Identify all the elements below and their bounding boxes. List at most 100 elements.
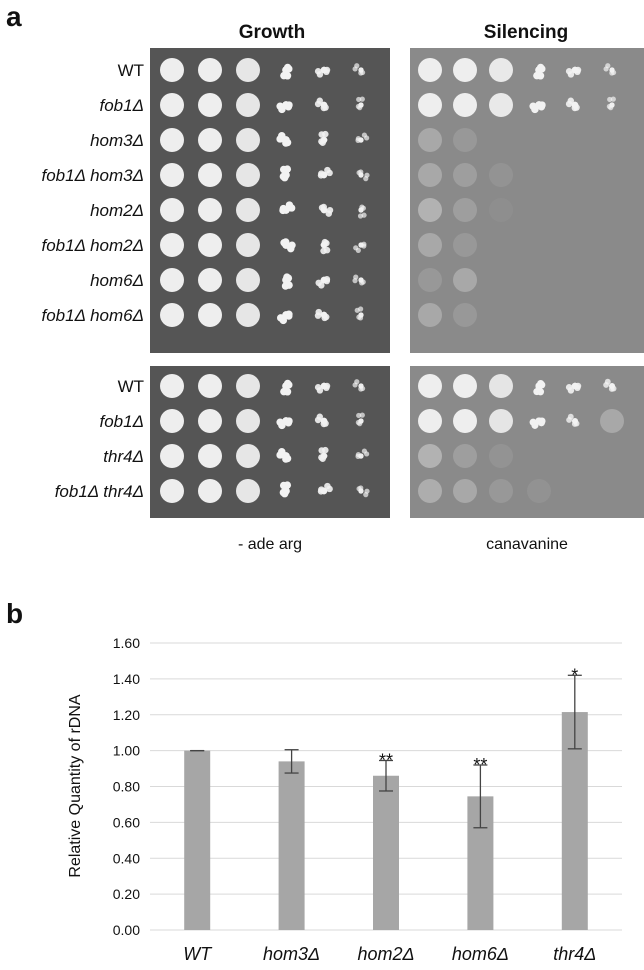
spot: [236, 93, 260, 117]
colony: [325, 210, 333, 217]
colony: [571, 382, 579, 390]
spot: [453, 93, 477, 117]
x-tick-label: thr4Δ: [553, 944, 596, 964]
y-tick-label: 0.80: [113, 779, 140, 795]
colony: [320, 247, 327, 255]
spot: [236, 233, 260, 257]
spot: [160, 58, 184, 82]
strain-label: fob1Δ: [100, 96, 145, 115]
column-header: Silencing: [484, 22, 568, 43]
colony: [358, 418, 364, 424]
x-tick-label: hom2Δ: [357, 944, 414, 964]
strain-label: WT: [118, 377, 144, 396]
colony: [358, 172, 364, 178]
colony: [320, 452, 328, 460]
colony: [358, 312, 364, 318]
significance: **: [379, 750, 393, 770]
colony: [609, 67, 615, 73]
colony: [533, 71, 541, 80]
colony: [364, 451, 370, 457]
colony: [359, 412, 365, 418]
colony: [314, 67, 322, 75]
colony: [282, 136, 290, 144]
spot: [489, 374, 513, 398]
colony: [316, 413, 324, 420]
spot: [160, 374, 184, 398]
strain-label: thr4Δ: [103, 447, 144, 466]
colony: [533, 388, 541, 396]
colony: [314, 383, 322, 391]
spot: [418, 233, 442, 257]
spot: [489, 444, 513, 468]
colony: [280, 387, 288, 396]
colony: [358, 67, 364, 73]
colony: [283, 165, 292, 173]
spot: [489, 163, 513, 187]
spot: [198, 93, 222, 117]
colony: [354, 379, 360, 385]
colony: [280, 71, 288, 80]
spot: [489, 93, 513, 117]
colony: [358, 277, 364, 283]
spot: [418, 58, 442, 82]
spot: [236, 198, 260, 222]
panel-label: b: [6, 598, 23, 629]
y-tick-label: 1.60: [113, 635, 140, 651]
colony: [358, 383, 364, 389]
x-tick-label: hom3Δ: [263, 944, 320, 964]
strain-label: WT: [118, 61, 144, 80]
spot: [418, 128, 442, 152]
colony: [565, 67, 573, 75]
spot: [160, 233, 184, 257]
spot: [198, 233, 222, 257]
strain-label: fob1Δ: [100, 412, 145, 431]
spot: [198, 374, 222, 398]
strain-label: fob1Δ hom2Δ: [41, 236, 144, 255]
colony: [283, 481, 292, 489]
spot: [160, 268, 184, 292]
spot: [489, 409, 513, 433]
colony: [567, 413, 574, 420]
spot: [418, 163, 442, 187]
colony: [315, 308, 323, 316]
y-tick-label: 0.60: [113, 814, 140, 830]
y-tick-label: 0.20: [113, 886, 140, 902]
colony: [320, 241, 328, 249]
spot: [418, 374, 442, 398]
spot: [160, 128, 184, 152]
spot: [198, 409, 222, 433]
strain-label: fob1Δ hom3Δ: [41, 166, 144, 185]
colony: [322, 446, 329, 454]
colony: [535, 417, 543, 425]
colony: [353, 245, 359, 251]
colony: [565, 383, 573, 391]
panel-label: a: [6, 1, 22, 32]
colony: [320, 101, 328, 109]
colony: [609, 383, 615, 389]
plate: [410, 366, 644, 518]
spot: [160, 93, 184, 117]
colony: [358, 488, 364, 494]
colony: [358, 102, 364, 108]
colony: [282, 311, 290, 319]
spot: [236, 268, 260, 292]
colony: [364, 135, 370, 141]
spot: [198, 444, 222, 468]
plate: [150, 48, 390, 353]
colony: [358, 137, 364, 143]
colony: [282, 452, 290, 460]
spot: [453, 374, 477, 398]
spot: [236, 128, 260, 152]
spot: [198, 128, 222, 152]
colony: [320, 382, 328, 390]
spot: [236, 374, 260, 398]
colony: [567, 97, 575, 104]
spot: [198, 198, 222, 222]
plate: [410, 48, 644, 353]
y-tick-label: 1.00: [113, 743, 140, 759]
colony: [282, 417, 290, 425]
y-tick-label: 0.40: [113, 850, 140, 866]
colony: [282, 206, 290, 214]
spot: [160, 303, 184, 327]
